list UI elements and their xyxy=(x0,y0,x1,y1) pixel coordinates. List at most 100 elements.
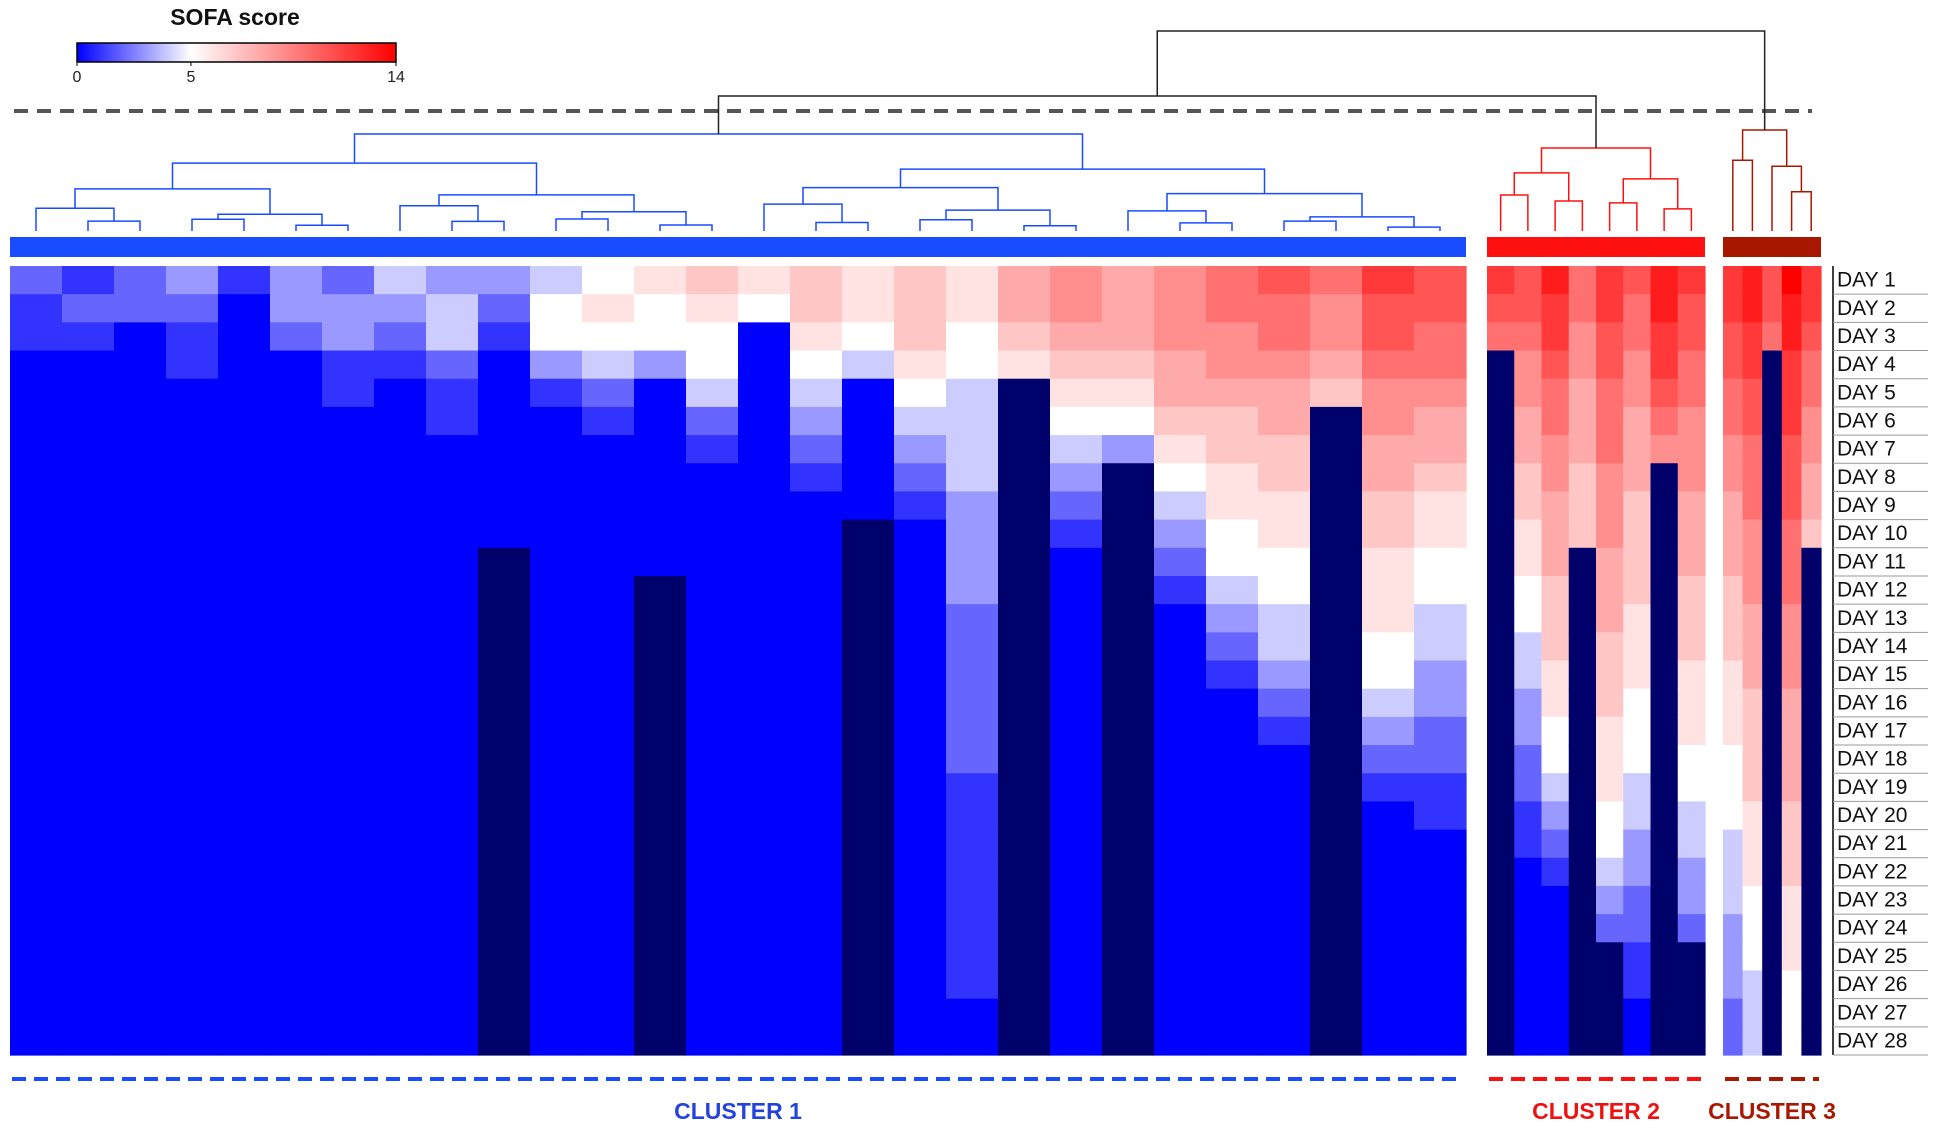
heatmap-cell xyxy=(270,322,323,352)
heatmap-cell xyxy=(426,266,479,295)
heatmap-cell xyxy=(1102,604,1155,633)
heatmap-cell xyxy=(1258,998,1311,1028)
heatmap-cell xyxy=(1514,604,1543,633)
heatmap-cell xyxy=(1154,914,1207,943)
heatmap-cell xyxy=(426,294,479,323)
heatmap-cell xyxy=(1623,322,1652,352)
heatmap-cell xyxy=(1102,406,1155,436)
heatmap-cell xyxy=(1414,998,1467,1028)
heatmap-cell xyxy=(1650,266,1679,295)
heatmap-cell xyxy=(1362,519,1415,549)
heatmap-cell xyxy=(1742,463,1763,493)
heatmap-cell xyxy=(1623,688,1652,718)
heatmap-cell xyxy=(582,463,635,493)
heatmap-cell xyxy=(1514,378,1543,408)
heatmap-cell xyxy=(1801,604,1822,633)
heatmap-cell xyxy=(1310,829,1363,859)
heatmap-cell xyxy=(166,350,219,380)
heatmap-cell xyxy=(1102,266,1155,295)
heatmap-cell xyxy=(1362,491,1415,521)
heatmap-cell xyxy=(1623,406,1652,436)
heatmap-cell xyxy=(738,1026,791,1056)
heatmap-cell xyxy=(322,773,375,802)
heatmap-cell xyxy=(1206,660,1259,690)
heatmap-cell xyxy=(1258,660,1311,690)
heatmap-cell xyxy=(1514,491,1543,521)
heatmap-cell xyxy=(894,773,947,802)
heatmap-cell xyxy=(10,914,63,943)
heatmap-cell xyxy=(426,745,479,774)
heatmap-cell xyxy=(998,716,1051,746)
heatmap-cell xyxy=(1596,294,1624,323)
dendrogram xyxy=(1283,220,1337,231)
heatmap-cell xyxy=(1154,829,1207,859)
heatmap-cell xyxy=(426,547,479,577)
heatmap-cell xyxy=(790,1026,843,1056)
heatmap-cell xyxy=(114,914,167,943)
heatmap-cell xyxy=(946,632,999,662)
heatmap-cell xyxy=(1050,378,1103,408)
heatmap-cell xyxy=(1154,406,1207,436)
heatmap-cell xyxy=(842,857,895,887)
heatmap-cell xyxy=(1487,632,1515,662)
heatmap-cell xyxy=(374,322,427,352)
heatmap-cell xyxy=(1596,829,1624,859)
heatmap-cell xyxy=(1801,519,1822,549)
heatmap-cell xyxy=(1541,885,1570,915)
heatmap-cell xyxy=(842,716,895,746)
heatmap-cell xyxy=(894,266,947,295)
heatmap-cell xyxy=(1762,857,1783,887)
heatmap-cell xyxy=(270,632,323,662)
heatmap-cell xyxy=(1677,322,1706,352)
colorbar xyxy=(76,42,397,63)
heatmap-cell xyxy=(842,266,895,295)
heatmap-cell xyxy=(634,463,687,493)
heatmap-cell xyxy=(1050,745,1103,774)
heatmap-cell xyxy=(738,688,791,718)
row-label: DAY 2 xyxy=(1837,297,1896,320)
heatmap-cell xyxy=(1781,914,1802,943)
dendrogram xyxy=(191,218,245,231)
heatmap-cell xyxy=(1568,406,1597,436)
heatmap-cell xyxy=(1596,266,1624,295)
heatmap-cell xyxy=(1050,716,1103,746)
heatmap-cell xyxy=(1801,716,1822,746)
heatmap-cell xyxy=(686,829,739,859)
dendrogram xyxy=(763,203,843,231)
heatmap-cell xyxy=(1762,463,1783,493)
heatmap-cell xyxy=(1596,801,1624,831)
heatmap-cell xyxy=(1781,942,1802,972)
heatmap-cell xyxy=(218,1026,271,1056)
heatmap-cell xyxy=(1742,942,1763,972)
heatmap-cell xyxy=(998,266,1051,295)
heatmap-cell xyxy=(1650,660,1679,690)
heatmap-cell xyxy=(686,491,739,521)
heatmap-cell xyxy=(478,604,531,633)
heatmap-cell xyxy=(1723,801,1744,831)
heatmap-cell xyxy=(1623,632,1652,662)
heatmap-cell xyxy=(894,829,947,859)
cluster-bar xyxy=(1723,237,1821,257)
heatmap-cell xyxy=(1362,322,1415,352)
heatmap-cell xyxy=(686,406,739,436)
heatmap-cell xyxy=(114,378,167,408)
heatmap-cell xyxy=(1677,716,1706,746)
row-label: DAY 26 xyxy=(1837,973,1907,996)
heatmap-cell xyxy=(1568,604,1597,633)
heatmap-cell xyxy=(1742,1026,1763,1056)
heatmap-cell xyxy=(270,491,323,521)
heatmap-cell xyxy=(946,688,999,718)
heatmap-cell xyxy=(1487,575,1515,605)
heatmap-cell xyxy=(582,575,635,605)
heatmap-cell xyxy=(1258,632,1311,662)
heatmap-cell xyxy=(1742,435,1763,464)
heatmap-cell xyxy=(478,829,531,859)
heatmap-cell xyxy=(1258,294,1311,323)
heatmap-cell xyxy=(582,857,635,887)
heatmap-cell xyxy=(426,942,479,972)
heatmap-cell xyxy=(530,857,583,887)
heatmap-cell xyxy=(1677,463,1706,493)
heatmap-cell xyxy=(1362,942,1415,972)
heatmap-cell xyxy=(1723,463,1744,493)
heatmap-cell xyxy=(218,547,271,577)
